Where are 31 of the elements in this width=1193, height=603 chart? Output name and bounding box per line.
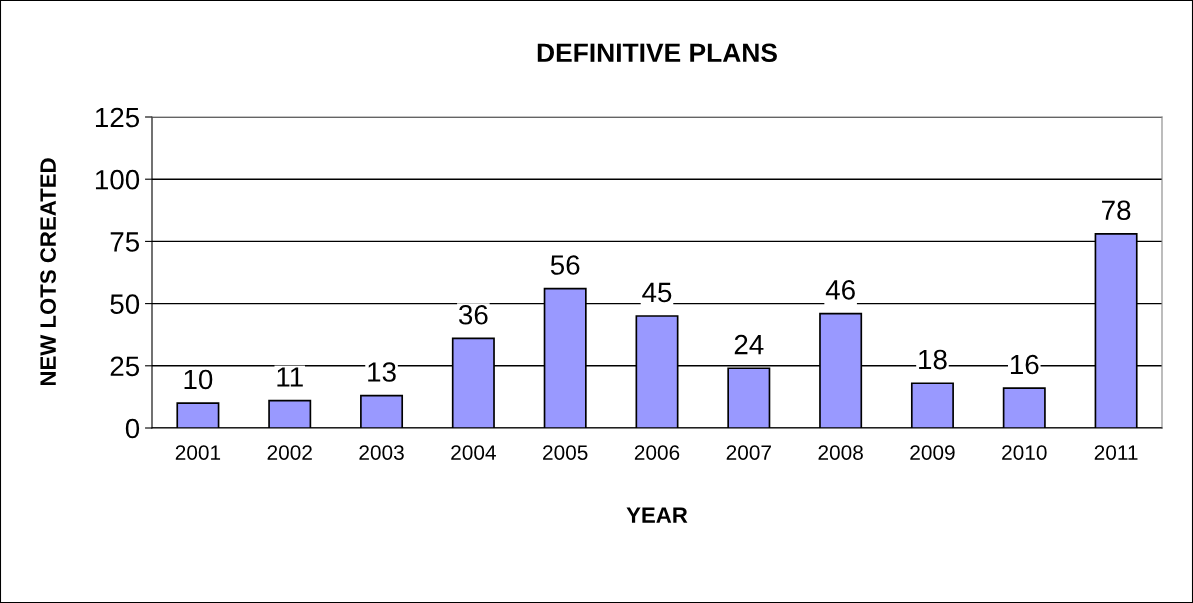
y-tick-label: 25	[110, 356, 140, 377]
y-tick-label: 100	[95, 169, 140, 190]
y-tick-label: 50	[110, 294, 140, 314]
y-tick-label: 0	[125, 418, 140, 439]
data-label: 56	[550, 255, 580, 275]
data-label: 18	[919, 349, 947, 370]
x-tick-label: 2008	[818, 445, 863, 460]
data-label: 46	[825, 280, 855, 300]
x-tick-label: 2005	[543, 445, 588, 460]
x-tick-label: 2003	[359, 445, 404, 460]
chart-title: DEFINITIVE PLANS	[537, 43, 777, 63]
data-label: 11	[277, 367, 303, 387]
x-tick-label: 2001	[175, 445, 221, 460]
x-axis-title: YEAR	[626, 507, 688, 523]
data-label: 36	[458, 304, 488, 325]
x-tick-label: 2010	[1002, 445, 1047, 460]
data-label: 45	[642, 282, 672, 303]
x-tick-label: 2007	[726, 445, 771, 460]
x-tick-label: 2009	[910, 445, 955, 460]
x-tick-label: 2006	[634, 445, 680, 460]
data-label: 16	[1010, 354, 1039, 375]
data-label: 24	[734, 334, 764, 355]
y-tick-label: 75	[110, 232, 140, 252]
y-axis-title: NEW LOTS CREATED	[40, 158, 56, 386]
data-label: 10	[184, 369, 213, 390]
x-tick-label: 2002	[267, 445, 312, 460]
data-label: 78	[1102, 200, 1131, 221]
y-tick-label: 125	[95, 107, 140, 128]
x-tick-label: 2011	[1094, 445, 1138, 460]
x-tick-label: 2004	[451, 445, 496, 460]
data-label: 13	[368, 362, 396, 382]
